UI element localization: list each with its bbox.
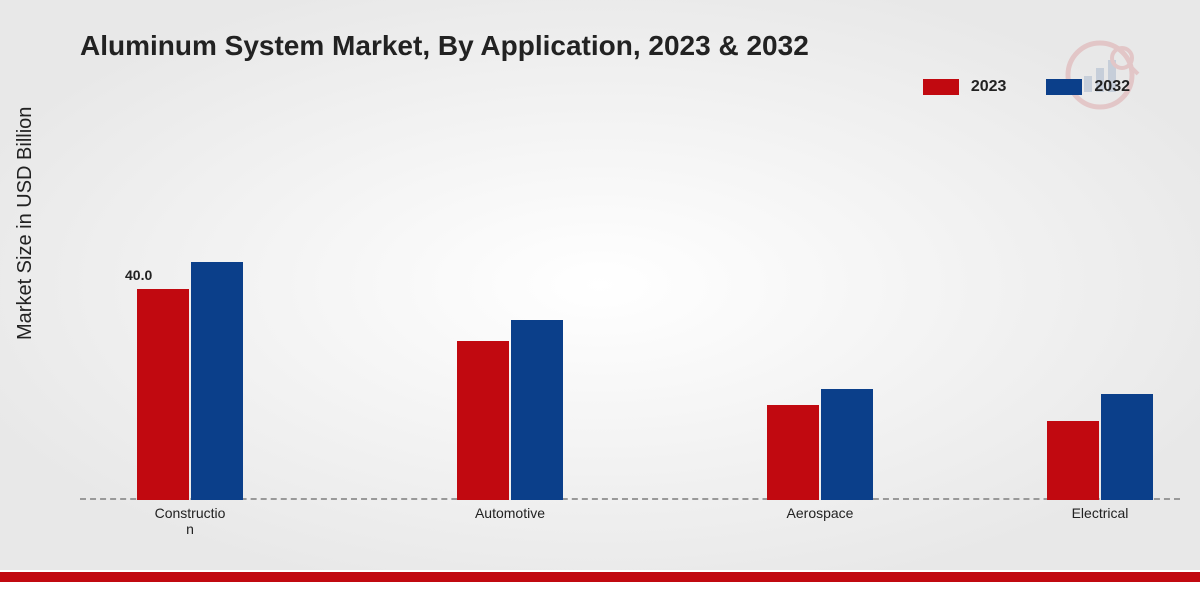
x-axis-tick-label: Constructio n <box>140 505 240 537</box>
bar <box>511 320 563 500</box>
legend-swatch-2023 <box>923 79 959 95</box>
bar <box>767 405 819 500</box>
bar <box>821 389 873 500</box>
x-axis-tick-label: Electrical <box>1050 505 1150 521</box>
x-axis-tick-label: Automotive <box>460 505 560 521</box>
chart-plot-area: 40.0 <box>80 130 1180 500</box>
bar-group <box>457 320 563 500</box>
legend: 2023 2032 <box>923 78 1130 96</box>
legend-swatch-2032 <box>1046 79 1082 95</box>
bar <box>457 341 509 500</box>
footer-accent-bar <box>0 572 1200 582</box>
chart-baseline <box>80 498 1180 500</box>
footer-fill <box>0 582 1200 600</box>
y-axis-label: Market Size in USD Billion <box>14 107 37 340</box>
bar <box>1101 394 1153 500</box>
legend-item-2023: 2023 <box>923 78 1007 96</box>
bar-data-label: 40.0 <box>125 267 152 283</box>
bar-group <box>767 389 873 500</box>
bar: 40.0 <box>137 289 189 500</box>
bar-group <box>1047 394 1153 500</box>
chart-title: Aluminum System Market, By Application, … <box>80 30 809 62</box>
bar <box>1047 421 1099 500</box>
bar-group: 40.0 <box>137 262 243 500</box>
x-axis-labels: Constructio n Automotive Aerospace Electric… <box>80 505 1180 545</box>
legend-label-2023: 2023 <box>971 78 1007 96</box>
bar <box>191 262 243 500</box>
x-axis-tick-label: Aerospace <box>770 505 870 521</box>
legend-label-2032: 2032 <box>1094 78 1130 96</box>
legend-item-2032: 2032 <box>1046 78 1130 96</box>
